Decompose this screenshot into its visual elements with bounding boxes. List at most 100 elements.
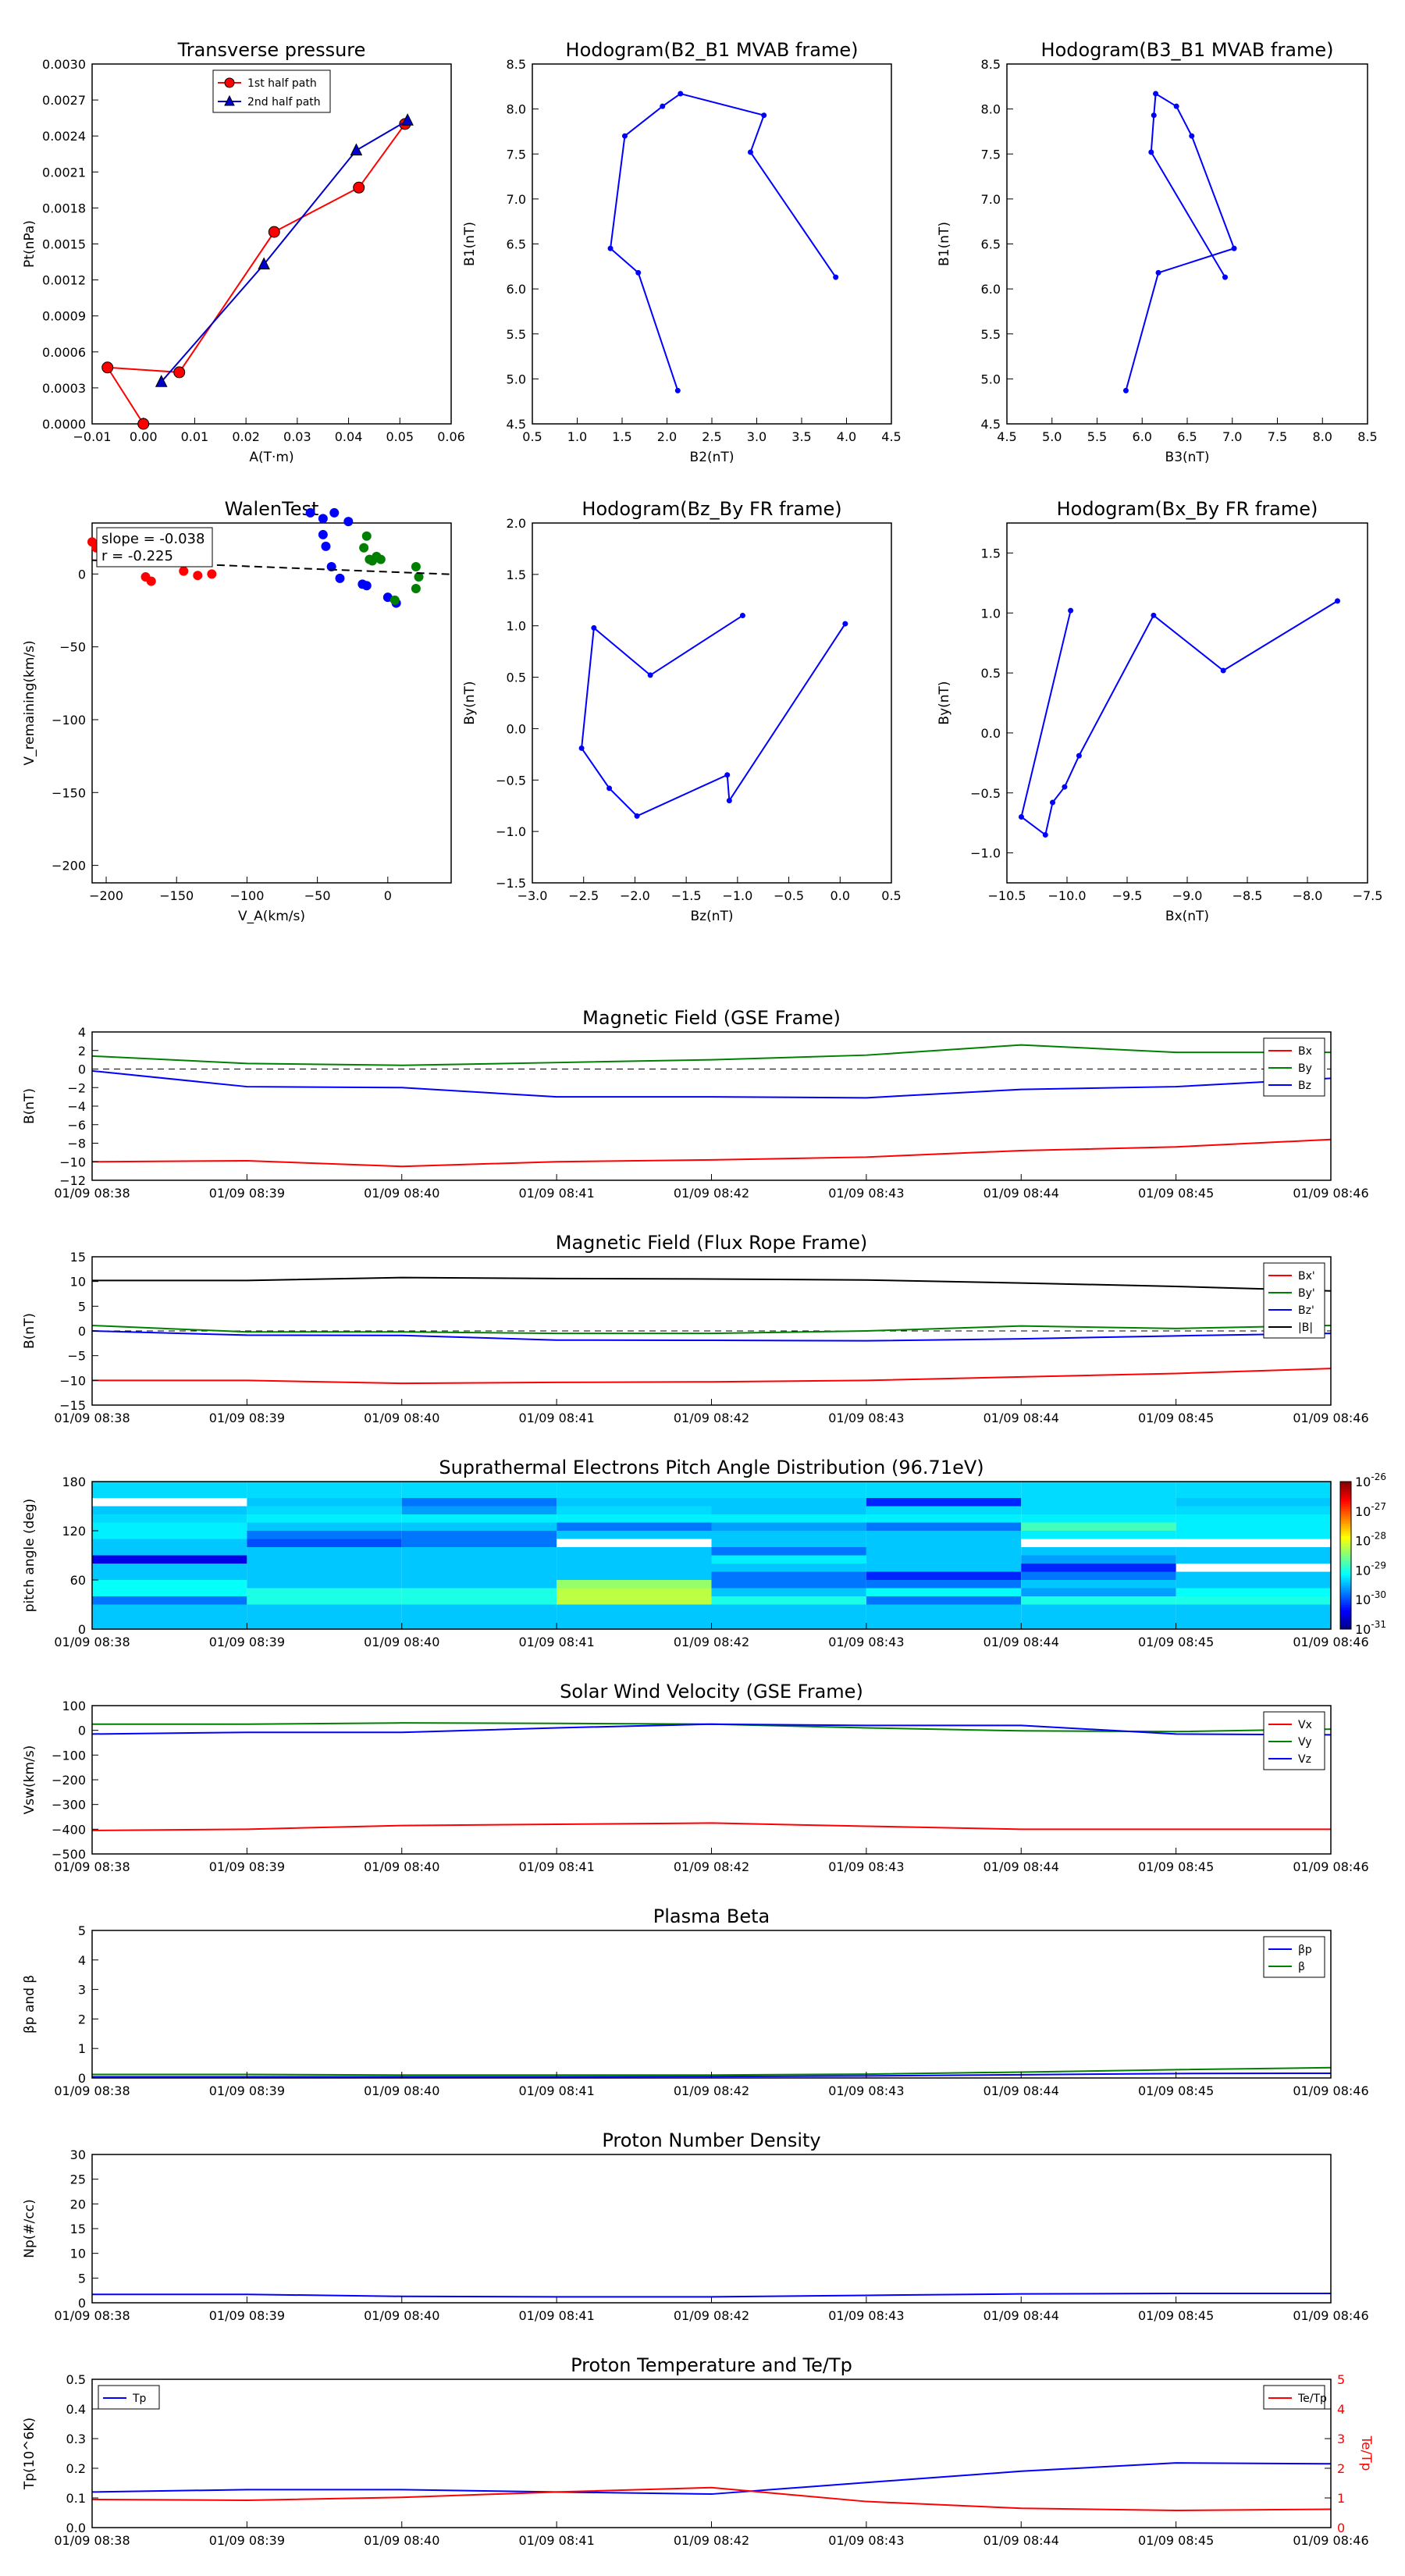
x-tick-label: −0.5 [774, 888, 804, 903]
y-tick-label: 180 [62, 1475, 86, 1489]
x-tick-label: 3.5 [791, 429, 811, 444]
series-line [92, 1276, 1332, 1292]
colorbar-base: 10 [1355, 1504, 1371, 1519]
x-tick-label: 01/09 08:46 [1293, 2308, 1368, 2323]
colorbar-segment [1340, 1499, 1351, 1502]
data-point [1151, 612, 1157, 618]
colorbar-frame [1339, 1481, 1352, 1630]
y-tick-label: 25 [70, 2172, 86, 2187]
x-tick-label: 01/09 08:38 [54, 1186, 130, 1201]
x-tick-label: 5.0 [1042, 429, 1062, 444]
x-tick-label: 01/09 08:46 [1293, 2533, 1368, 2548]
colorbar-exponent: -29 [1371, 1560, 1386, 1571]
y-tick-label: 0.0 [507, 721, 526, 736]
fit-line [91, 559, 452, 575]
colorbar-tick-label: 10-29 [1355, 1560, 1386, 1578]
data-point [1335, 598, 1340, 604]
chart-pad: Suprathermal Electrons Pitch Angle Distr… [22, 1457, 1386, 1649]
colorbar-segment [1340, 1533, 1351, 1536]
x-tick-label: −100 [229, 888, 264, 903]
data-point [634, 813, 640, 819]
y-tick-label: 8.5 [507, 57, 526, 72]
chart-title: Hodogram(B3_B1 MVAB frame) [1041, 39, 1334, 61]
chart-title: Suprathermal Electrons Pitch Angle Distr… [439, 1457, 984, 1478]
x-tick-label: 01/09 08:44 [984, 1635, 1059, 1649]
heatmap-cell [1176, 1547, 1331, 1556]
data-point [761, 112, 767, 119]
heatmap-cell [401, 1588, 557, 1596]
heatmap-cell [1021, 1564, 1176, 1572]
heatmap-cell [247, 1482, 402, 1490]
colorbar-segment [1340, 1582, 1351, 1585]
colorbar-segment [1340, 1508, 1351, 1512]
heatmap-cell [1176, 1489, 1331, 1498]
heatmap-cell [401, 1571, 557, 1580]
y-tick-label: −50 [59, 640, 86, 655]
heatmap-cell [247, 1613, 402, 1621]
y-tick-label: −200 [52, 859, 86, 873]
heatmap-cell [711, 1621, 866, 1629]
x-tick-label: 0.01 [181, 429, 209, 444]
y-tick-label: 2 [78, 1044, 86, 1059]
data-point [329, 507, 340, 518]
data-point [1068, 607, 1074, 614]
series-line [609, 92, 837, 391]
x-tick-label: 01/09 08:39 [209, 1635, 285, 1649]
colorbar-segment [1340, 1542, 1351, 1546]
x-tick-label: 01/09 08:41 [518, 1186, 594, 1201]
x-tick-label: 01/09 08:42 [674, 2308, 749, 2323]
heatmap-cell [557, 1580, 712, 1589]
y-tick-label: 0.0 [66, 2521, 86, 2535]
heatmap-cell [92, 1489, 247, 1498]
data-point [674, 387, 681, 393]
y-axis-label: B1(nT) [937, 222, 952, 266]
heatmap-cell [866, 1482, 1022, 1490]
x-tick-label: 01/09 08:40 [364, 2308, 439, 2323]
chart-mag_fr: Magnetic Field (Flux Rope Frame) 01/09 08… [22, 1232, 1369, 1425]
x-tick-label: 01/09 08:46 [1293, 2083, 1368, 2098]
heatmap-cell [1021, 1514, 1176, 1523]
x-tick-label: 1.5 [612, 429, 631, 444]
data-point [414, 572, 424, 582]
heatmap-cell [92, 1514, 247, 1523]
heatmap-cell [247, 1547, 402, 1556]
y-tick-label: −12 [59, 1173, 86, 1188]
annotation-box [96, 527, 213, 568]
x-tick-label: 01/09 08:45 [1138, 1411, 1214, 1425]
x-tick-label: 01/09 08:46 [1293, 1635, 1368, 1649]
data-point [318, 529, 328, 539]
data-point [606, 785, 613, 792]
x-tick-label: 01/09 08:46 [1293, 1411, 1368, 1425]
colorbar-segment [1340, 1565, 1351, 1568]
colorbar-exponent: -26 [1371, 1471, 1386, 1482]
y-tick-label-right: 1 [1337, 2491, 1345, 2506]
x-tick-label: 01/09 08:40 [364, 1635, 439, 1649]
colorbar-segment [1340, 1491, 1351, 1495]
heatmap-cell [711, 1514, 866, 1523]
y-axis-label: βp and β [22, 1975, 37, 2033]
y-tick-label: 6.0 [981, 282, 1001, 297]
legend-label: Vx [1298, 1719, 1312, 1731]
data-point [1155, 269, 1161, 276]
heatmap-cell [401, 1539, 557, 1547]
data-point [1122, 387, 1129, 393]
heatmap-cell [1021, 1571, 1176, 1580]
heatmap-cell [92, 1580, 247, 1589]
x-axis-label: B2(nT) [690, 450, 735, 465]
heatmap-cell [247, 1588, 402, 1596]
x-tick-label: −150 [159, 888, 194, 903]
data-point [193, 571, 203, 581]
data-point [321, 541, 331, 551]
x-tick-label: 4.0 [837, 429, 856, 444]
y-tick-label: 7.0 [507, 192, 526, 207]
x-tick-label: 01/09 08:44 [984, 1186, 1059, 1201]
colorbar-tick-label: 10-28 [1355, 1531, 1386, 1549]
heatmap-cell [92, 1564, 247, 1572]
colorbar-segment [1340, 1597, 1351, 1600]
data-point [1153, 91, 1159, 97]
chart-sw_velocity: Solar Wind Velocity (GSE Frame) 01/09 08:… [22, 1681, 1369, 1874]
y-axis-label: By(nT) [462, 681, 478, 724]
x-tick-label: −3.0 [518, 888, 548, 903]
x-tick-label: 01/09 08:42 [674, 1411, 749, 1425]
x-tick-label: 01/09 08:42 [674, 2533, 749, 2548]
